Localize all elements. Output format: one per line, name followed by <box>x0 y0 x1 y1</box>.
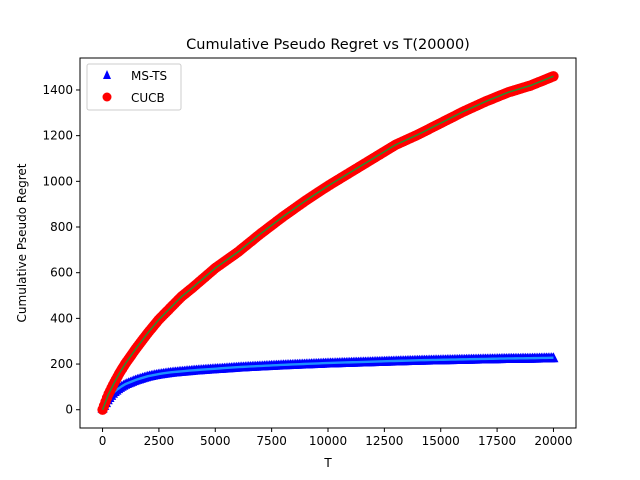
series-layer <box>97 71 559 415</box>
x-tick-label: 12500 <box>365 434 403 448</box>
chart-title: Cumulative Pseudo Regret vs T(20000) <box>186 37 470 53</box>
y-tick-label: 1400 <box>42 83 73 97</box>
x-tick-label: 15000 <box>422 434 460 448</box>
cucb-center-line <box>101 75 554 411</box>
legend-marker-ms-ts <box>103 70 111 79</box>
ms-ts-point <box>548 352 559 363</box>
ms-ts-inner-band <box>101 356 554 409</box>
legend-marker-cucb <box>102 92 112 102</box>
legend-label-ms-ts: MS-TS <box>131 69 167 83</box>
y-tick-label: 1000 <box>42 174 73 188</box>
x-tick-label: 20000 <box>534 434 572 448</box>
x-tick-label: 17500 <box>478 434 516 448</box>
y-tick-label: 400 <box>50 311 73 325</box>
y-axis-label: Cumulative Pseudo Regret <box>15 163 29 322</box>
x-tick-label: 7500 <box>256 434 287 448</box>
x-tick-label: 10000 <box>309 434 347 448</box>
x-tick-label: 2500 <box>144 434 175 448</box>
x-axis: 0 2500 5000 7500 10000 12500 15000 17500 20000 <box>99 428 573 448</box>
y-tick-label: 600 <box>50 266 73 280</box>
y-tick-label: 0 <box>65 403 73 417</box>
y-tick-label: 1200 <box>42 129 73 143</box>
x-axis-label: T <box>323 456 332 470</box>
x-tick-label: 5000 <box>200 434 231 448</box>
y-axis: 0 200 400 600 800 1000 1200 1400 <box>42 83 80 417</box>
y-tick-label: 800 <box>50 220 73 234</box>
legend-label-cucb: CUCB <box>131 91 165 105</box>
legend: MS-TS CUCB <box>86 63 182 111</box>
x-tick-label: 0 <box>99 434 107 448</box>
y-tick-label: 200 <box>50 357 73 371</box>
